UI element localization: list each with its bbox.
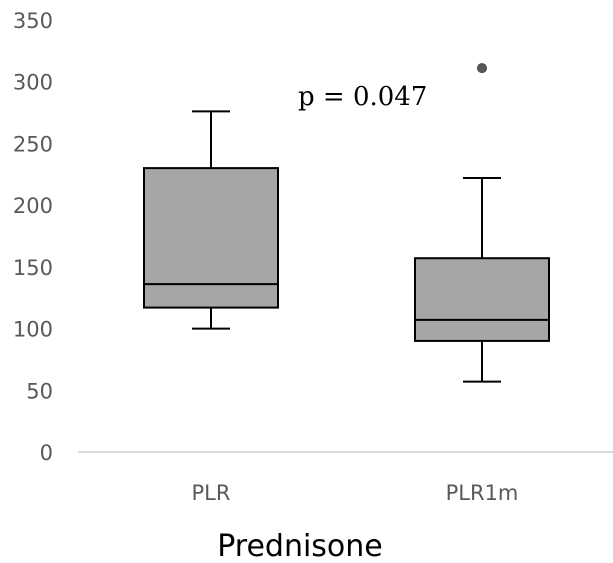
- y-tick-label: 300: [13, 71, 53, 95]
- interquartile-box: [143, 167, 279, 309]
- y-tick-label: 250: [13, 132, 53, 156]
- y-tick-label: 200: [13, 194, 53, 218]
- x-axis-category-labels: PLR PLR1m: [192, 481, 519, 505]
- y-axis-ticks: 0 50 100 150 200 250 300 350: [13, 9, 53, 465]
- box-series: [143, 63, 550, 383]
- outlier-point: [477, 63, 487, 74]
- y-tick-label: 100: [13, 318, 53, 342]
- y-tick-label: 50: [26, 379, 53, 403]
- x-category-label: PLR1m: [446, 481, 519, 505]
- x-category-label: PLR: [192, 481, 231, 505]
- p-value-annotation: p = 0.047: [298, 82, 427, 112]
- box-plr: [143, 110, 279, 330]
- box-plr1m: [414, 63, 550, 383]
- x-axis-title: Prednisone: [217, 529, 383, 563]
- y-tick-label: 0: [40, 441, 53, 465]
- interquartile-box: [414, 257, 550, 342]
- y-tick-label: 350: [13, 9, 53, 33]
- y-tick-label: 150: [13, 256, 53, 280]
